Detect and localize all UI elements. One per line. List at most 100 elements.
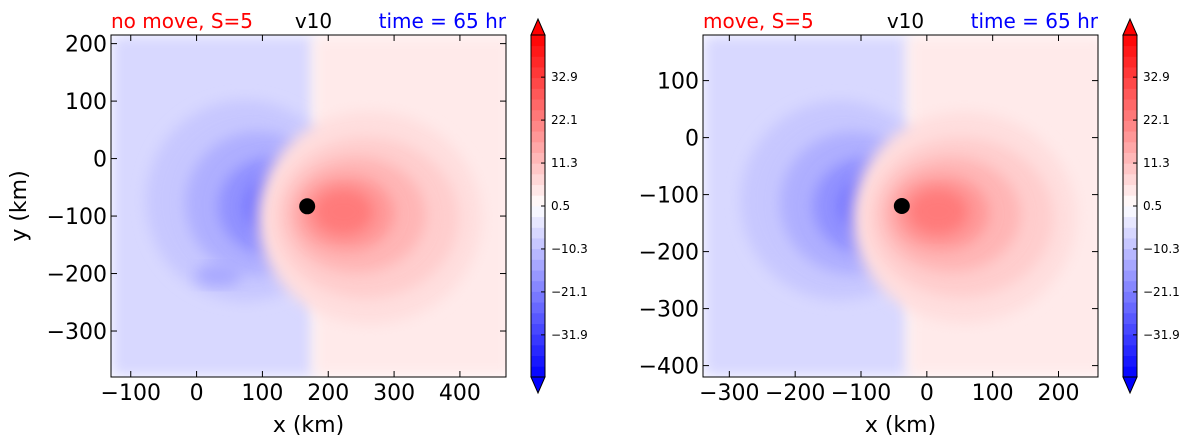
x-tick-label: −200 <box>765 381 825 406</box>
colorbar-level <box>531 323 545 335</box>
colorbar-level <box>1123 141 1137 153</box>
colorbar-level <box>531 173 545 186</box>
colorbar-level <box>1123 227 1137 239</box>
colorbar: 32.9 22.1 11.3 0.5 −10.3 −21.1 −31.9 <box>1122 17 1180 395</box>
colorbar-level <box>531 216 545 228</box>
colorbar-level <box>531 67 545 79</box>
colorbar-level <box>531 248 545 260</box>
colorbar-level <box>1123 131 1137 143</box>
title-right: time = 65 hr <box>971 9 1099 33</box>
colorbar-level <box>531 45 545 57</box>
x-tick-label: −100 <box>831 381 891 406</box>
colorbar-level <box>531 270 545 282</box>
colorbar-tick-label: 32.9 <box>1143 70 1170 84</box>
colorbar-level <box>531 206 545 218</box>
title-center: v10 <box>887 9 924 33</box>
colorbar-level <box>1123 238 1137 250</box>
colorbar-tick-label: −21.1 <box>551 285 588 299</box>
positive-contour-lobe <box>908 188 968 235</box>
x-tick-label: 400 <box>439 381 481 406</box>
y-tick-label: 0 <box>685 127 699 152</box>
colorbar-level <box>1123 216 1137 228</box>
colorbar-level <box>531 88 545 100</box>
colorbar-level <box>1123 109 1137 121</box>
colorbar-level <box>531 109 545 121</box>
colorbar-tick-label: −10.3 <box>1143 242 1180 256</box>
y-tick-label: 100 <box>657 70 699 95</box>
colorbar-level <box>1123 56 1137 68</box>
colorbar-level <box>531 280 545 292</box>
x-tick-label: −300 <box>699 381 759 406</box>
colorbar-level <box>531 184 545 196</box>
colorbar-level <box>531 227 545 239</box>
colorbar-tick-label: 22.1 <box>1143 113 1170 127</box>
colorbar-tick-label: 11.3 <box>551 156 578 170</box>
colorbar-level <box>1123 206 1137 218</box>
colorbar-level <box>531 238 545 250</box>
colorbar-tick-label: −31.9 <box>551 328 588 342</box>
colorbar-level <box>531 291 545 303</box>
colorbar-tick-label: 32.9 <box>551 70 578 84</box>
y-tick-label: −100 <box>47 205 107 230</box>
colorbar-extend-min <box>530 376 546 395</box>
colorbar-tick-label: −10.3 <box>551 242 588 256</box>
contour-field <box>111 35 506 377</box>
colorbar-level <box>531 195 545 207</box>
panel-1: −100 0 100 200 300 400 200 100 0 −100 −200 −300 x (k… <box>7 9 588 438</box>
colorbar-level <box>1123 259 1137 271</box>
x-axis-label: x (km) <box>865 413 936 438</box>
colorbar-level <box>1123 334 1137 346</box>
y-tick-label: −200 <box>47 263 107 288</box>
colorbar-level <box>1123 366 1137 378</box>
x-tick-label: 100 <box>241 381 283 406</box>
x-tick-label: 200 <box>307 381 349 406</box>
y-tick-label: −200 <box>639 241 699 266</box>
positive-contour-lobe <box>313 189 374 236</box>
colorbar-level <box>1123 45 1137 57</box>
y-tick-label: 0 <box>93 148 107 173</box>
colorbar-level <box>1123 152 1137 164</box>
colorbar-level <box>531 131 545 143</box>
colorbar-level <box>531 77 545 89</box>
colorbar-level <box>531 163 545 175</box>
colorbar-extend-max <box>1122 17 1138 36</box>
colorbar-level <box>531 152 545 164</box>
colorbar-level <box>1123 184 1137 196</box>
x-tick-label: −100 <box>101 381 161 406</box>
colorbar-level <box>531 355 545 367</box>
colorbar-level <box>531 302 545 314</box>
x-tick-label: 100 <box>972 381 1014 406</box>
colorbar-level <box>1123 344 1137 357</box>
axes-frame <box>702 34 1099 378</box>
x-tick-label: 0 <box>920 381 934 406</box>
colorbar-level <box>531 344 545 357</box>
colorbar-level <box>1123 302 1137 314</box>
x-tick-label: 200 <box>1038 381 1080 406</box>
y-tick-label: −400 <box>639 355 699 380</box>
colorbar-tick-label: 0.5 <box>1143 199 1162 213</box>
y-tick-label: 100 <box>65 90 107 115</box>
colorbar-level <box>1123 195 1137 207</box>
negative-contour-lobe <box>195 263 242 287</box>
colorbar-level <box>1123 173 1137 186</box>
colorbar-level <box>1123 35 1137 47</box>
y-tick-label: −300 <box>47 320 107 345</box>
colorbar-level <box>1123 270 1137 282</box>
colorbar-level <box>1123 88 1137 100</box>
colorbar-level <box>1123 77 1137 89</box>
colorbar-level <box>531 35 545 47</box>
storm-center-marker <box>299 198 316 215</box>
colorbar-tick-label: −31.9 <box>1143 328 1180 342</box>
colorbar-tick-label: −21.1 <box>1143 285 1180 299</box>
colorbar-level <box>531 334 545 346</box>
colorbar-level <box>1123 67 1137 79</box>
colorbar-level <box>1123 280 1137 292</box>
colorbar-level <box>531 366 545 378</box>
x-axis-label: x (km) <box>273 413 344 438</box>
title-right: time = 65 hr <box>379 9 507 33</box>
colorbar: 32.9 22.1 11.3 0.5 −10.3 −21.1 −31.9 <box>530 17 588 395</box>
colorbar-level <box>1123 248 1137 260</box>
colorbar-level <box>1123 99 1137 111</box>
colorbar-level <box>1123 323 1137 335</box>
